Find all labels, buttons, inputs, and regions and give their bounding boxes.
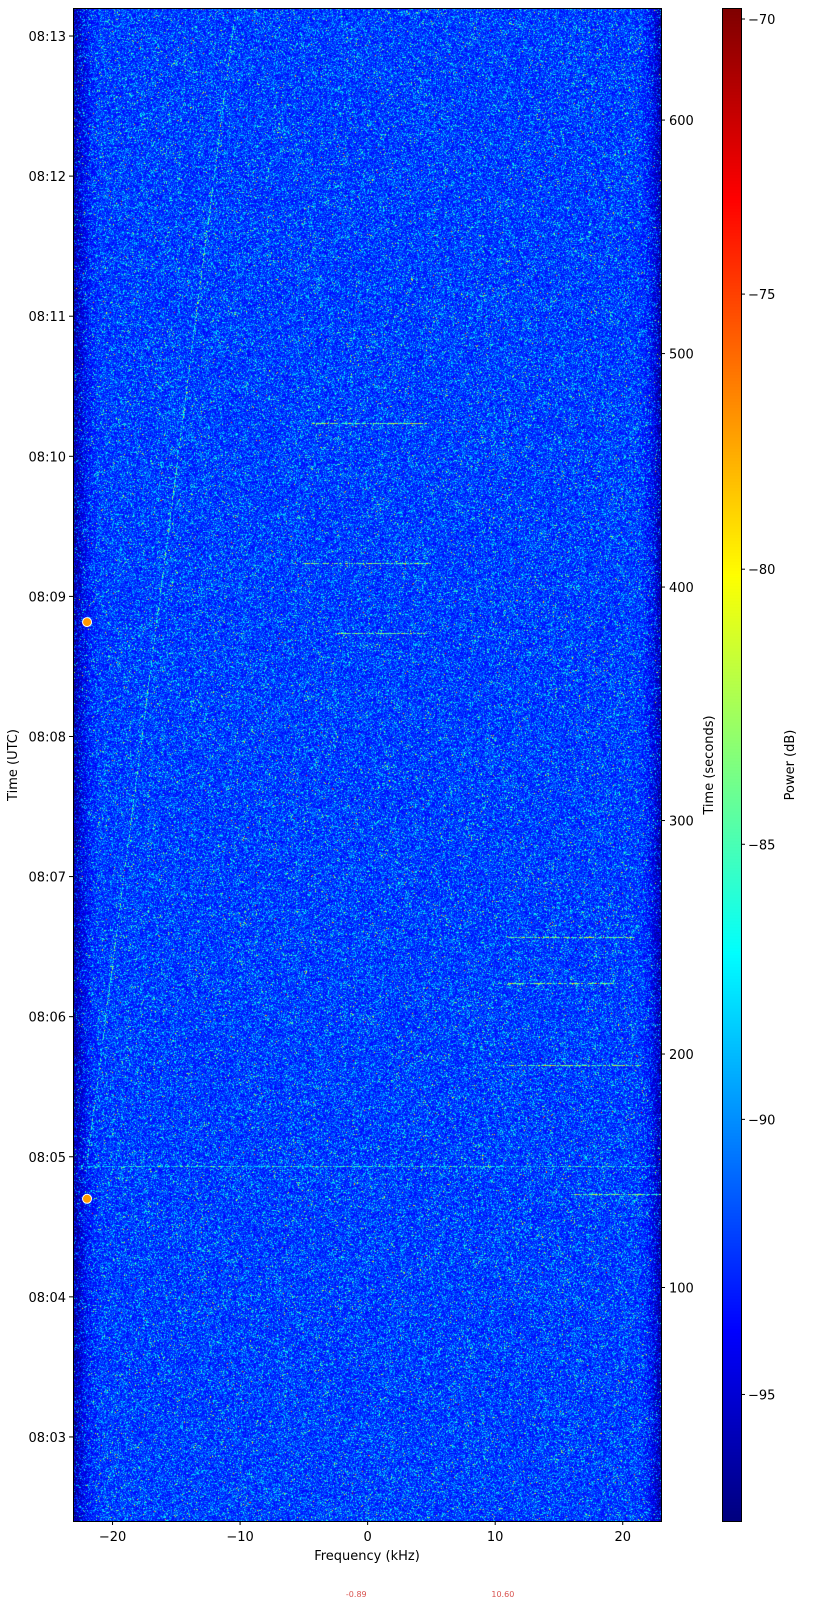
x-axis-ticks: −20 −10 0 10 20 [99,1521,631,1545]
colorbar-tick-label: −75 [748,288,775,303]
x-tick-label: −10 [226,1530,253,1545]
right-tick-label: 500 [669,348,694,363]
left-tick-label: 08:09 [29,590,66,605]
colorbar-label: Power (dB) [783,730,798,801]
left-tick-label: 08:03 [29,1431,66,1446]
plot-frame [73,8,662,1522]
colorbar-tick-label: −80 [748,563,775,578]
frequency-annotation: 10.60 [491,1590,514,1599]
x-axis-label: Frequency (kHz) [314,1549,420,1564]
left-tick-label: 08:08 [29,730,66,745]
right-tick-label: 200 [669,1048,694,1063]
left-tick-label: 08:05 [29,1151,66,1166]
x-tick-label: 20 [614,1530,631,1545]
x-tick-label: −20 [99,1530,126,1545]
markers [82,617,93,1204]
event-marker [82,617,93,628]
bottom-annotations: -0.89 10.60 [346,1590,514,1599]
right-axis-label: Time (seconds) [702,715,717,815]
right-tick-label: 100 [669,1282,694,1297]
left-tick-label: 08:10 [29,450,66,465]
colorbar-tick-label: −90 [748,1113,775,1128]
right-axis-ticks: 100 200 300 400 500 600 [661,114,694,1297]
left-tick-label: 08:12 [29,170,66,185]
left-axis-label: Time (UTC) [6,729,21,802]
colorbar-tick-label: −85 [748,838,775,853]
frequency-annotation: -0.89 [346,1590,367,1599]
colorbar [722,8,741,1521]
left-tick-label: 08:11 [29,310,66,325]
spectrogram-image [73,8,661,1521]
x-tick-label: 10 [487,1530,504,1545]
colorbar-tick-label: −70 [748,13,775,28]
right-tick-label: 600 [669,114,694,129]
left-axis-ticks: 08:03 08:04 08:05 08:06 08:07 08:08 08:09 08:10… [29,30,73,1446]
right-tick-label: 300 [669,815,694,830]
event-marker [82,1193,93,1204]
left-tick-label: 08:13 [29,30,66,45]
colorbar-tick-label: −95 [748,1388,775,1403]
colorbar-ticks: −95 −90 −85 −80 −75 −70 [741,13,775,1403]
colorbar-frame [722,8,742,1522]
left-tick-label: 08:06 [29,1011,66,1026]
left-tick-label: 08:07 [29,871,66,886]
right-tick-label: 400 [669,581,694,596]
left-tick-label: 08:04 [29,1291,66,1306]
x-tick-label: 0 [363,1530,371,1545]
